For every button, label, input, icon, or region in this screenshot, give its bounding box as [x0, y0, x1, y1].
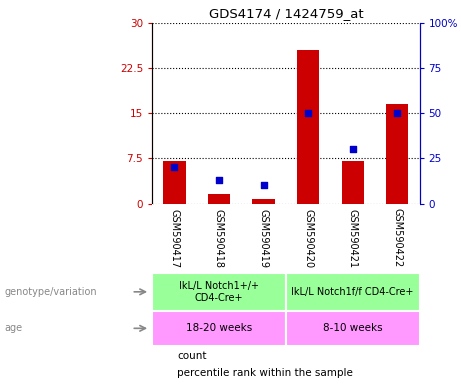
- Point: [349, 146, 356, 152]
- Point: [260, 182, 267, 189]
- Bar: [386, 104, 408, 204]
- Point: [394, 110, 401, 116]
- Text: GSM590418: GSM590418: [214, 209, 224, 268]
- Point: [171, 164, 178, 170]
- Bar: [286, 273, 420, 311]
- Point: [215, 177, 223, 183]
- Text: 8-10 weeks: 8-10 weeks: [323, 323, 383, 333]
- Bar: [152, 273, 286, 311]
- Text: genotype/variation: genotype/variation: [5, 287, 97, 297]
- Bar: [253, 199, 275, 204]
- Text: GSM590417: GSM590417: [169, 209, 179, 268]
- Title: GDS4174 / 1424759_at: GDS4174 / 1424759_at: [208, 7, 363, 20]
- Text: 18-20 weeks: 18-20 weeks: [186, 323, 252, 333]
- Bar: [286, 311, 420, 346]
- Text: IkL/L Notch1+/+
CD4-Cre+: IkL/L Notch1+/+ CD4-Cre+: [179, 281, 259, 303]
- Text: count: count: [177, 351, 207, 361]
- Text: GSM590421: GSM590421: [348, 209, 358, 268]
- Bar: [208, 194, 230, 204]
- Text: percentile rank within the sample: percentile rank within the sample: [177, 368, 354, 378]
- Text: IkL/L Notch1f/f CD4-Cre+: IkL/L Notch1f/f CD4-Cre+: [291, 287, 414, 297]
- Bar: [342, 161, 364, 204]
- Bar: [297, 50, 319, 204]
- Point: [304, 110, 312, 116]
- Bar: [152, 311, 286, 346]
- Bar: [163, 161, 185, 204]
- Text: GSM590419: GSM590419: [259, 209, 269, 268]
- Text: GSM590422: GSM590422: [392, 209, 402, 268]
- Text: GSM590420: GSM590420: [303, 209, 313, 268]
- Text: age: age: [5, 323, 23, 333]
